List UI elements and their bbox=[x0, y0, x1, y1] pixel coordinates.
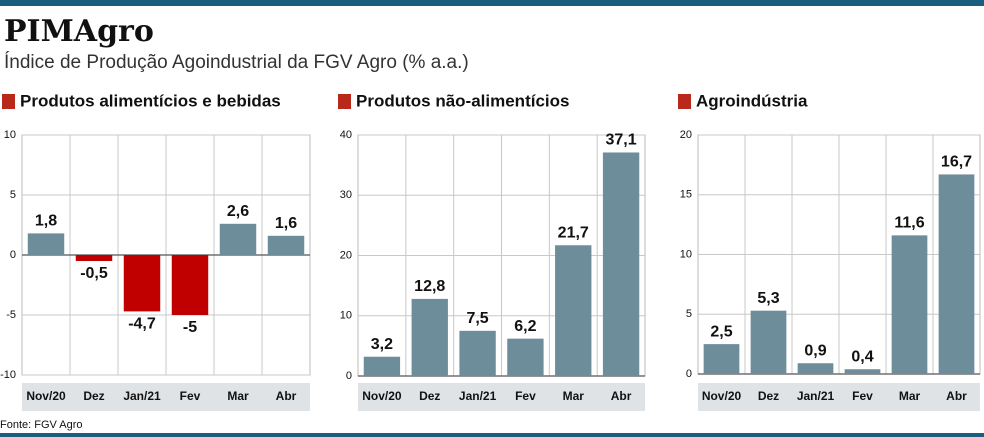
value-label: 5,3 bbox=[757, 290, 779, 307]
value-label: -5 bbox=[183, 319, 197, 336]
bar bbox=[411, 298, 448, 376]
bar bbox=[75, 255, 113, 261]
value-label: 21,7 bbox=[558, 224, 589, 241]
bar bbox=[938, 174, 975, 374]
y-tick-label: 10 bbox=[680, 248, 692, 260]
y-tick-label: -10 bbox=[0, 369, 16, 381]
x-tick-label: Mar bbox=[227, 389, 249, 403]
value-label: 0,4 bbox=[851, 348, 873, 365]
bar bbox=[267, 235, 305, 255]
y-tick-label: 0 bbox=[346, 370, 352, 382]
x-tick-label: Fev bbox=[180, 389, 201, 403]
source: Fonte: FGV Agro bbox=[0, 419, 83, 431]
page-subtitle: Índice de Produção Agoindustrial da FGV … bbox=[4, 52, 469, 73]
bar bbox=[555, 245, 592, 376]
panel-title: Agroindústria bbox=[696, 91, 808, 110]
x-tick-label: Abr bbox=[276, 389, 297, 403]
y-tick-label: 0 bbox=[10, 249, 16, 261]
value-label: 12,8 bbox=[414, 278, 445, 295]
y-tick-label: 5 bbox=[10, 189, 16, 201]
value-label: 16,7 bbox=[941, 154, 972, 171]
bar bbox=[703, 344, 740, 374]
y-tick-label: 10 bbox=[4, 129, 16, 141]
legend-marker bbox=[338, 94, 351, 109]
value-label: -0,5 bbox=[80, 265, 108, 282]
bar bbox=[219, 223, 257, 255]
x-tick-label: Jan/21 bbox=[459, 389, 497, 403]
value-label: 2,5 bbox=[710, 323, 732, 340]
bar bbox=[750, 310, 787, 374]
y-tick-label: 15 bbox=[680, 189, 692, 201]
y-tick-label: 30 bbox=[340, 189, 352, 201]
value-label: 2,6 bbox=[227, 203, 249, 220]
bar bbox=[844, 369, 881, 374]
bar bbox=[797, 363, 834, 374]
bar bbox=[363, 356, 401, 376]
x-tick-label: Dez bbox=[758, 389, 779, 403]
bar bbox=[507, 338, 544, 376]
x-tick-label: Mar bbox=[899, 389, 921, 403]
value-label: 1,6 bbox=[275, 215, 297, 232]
value-label: -4,7 bbox=[128, 316, 156, 333]
value-label: 7,5 bbox=[466, 310, 488, 327]
value-label: 3,2 bbox=[371, 336, 393, 353]
top-bar bbox=[0, 0, 984, 6]
bar bbox=[891, 235, 928, 374]
y-tick-label: 20 bbox=[340, 249, 352, 261]
x-tick-label: Mar bbox=[563, 389, 585, 403]
value-label: 6,2 bbox=[514, 318, 536, 335]
bar bbox=[459, 330, 496, 376]
bar bbox=[171, 255, 209, 315]
bar bbox=[123, 255, 161, 312]
y-tick-label: 40 bbox=[340, 129, 352, 141]
legend-marker bbox=[2, 94, 15, 109]
x-tick-label: Jan/21 bbox=[123, 389, 161, 403]
value-label: 1,8 bbox=[35, 213, 57, 230]
category-strip bbox=[22, 383, 310, 411]
page-title: PIMAgro bbox=[4, 14, 154, 49]
y-tick-label: 0 bbox=[686, 368, 692, 380]
y-tick-label: 20 bbox=[680, 129, 692, 141]
panel-title: Produtos não-alimentícios bbox=[356, 91, 569, 110]
x-tick-label: Dez bbox=[83, 389, 104, 403]
bottom-bar bbox=[0, 433, 984, 437]
bar bbox=[602, 152, 640, 376]
y-tick-label: 10 bbox=[340, 310, 352, 322]
y-tick-label: 5 bbox=[686, 308, 692, 320]
bar bbox=[27, 233, 65, 255]
x-tick-label: Fev bbox=[515, 389, 536, 403]
x-tick-label: Nov/20 bbox=[26, 389, 66, 403]
panel-title: Produtos alimentícios e bebidas bbox=[20, 91, 281, 110]
x-tick-label: Fev bbox=[852, 389, 873, 403]
x-tick-label: Jan/21 bbox=[797, 389, 835, 403]
x-tick-label: Abr bbox=[611, 389, 632, 403]
x-tick-label: Dez bbox=[419, 389, 440, 403]
x-tick-label: Abr bbox=[946, 389, 967, 403]
y-tick-label: -5 bbox=[6, 309, 16, 321]
x-tick-label: Nov/20 bbox=[702, 389, 742, 403]
value-label: 11,6 bbox=[894, 215, 924, 232]
legend-marker bbox=[678, 94, 691, 109]
x-tick-label: Nov/20 bbox=[362, 389, 402, 403]
value-label: 0,9 bbox=[804, 342, 826, 359]
value-label: 37,1 bbox=[606, 132, 637, 149]
category-strip bbox=[698, 383, 980, 411]
category-strip bbox=[358, 383, 645, 411]
